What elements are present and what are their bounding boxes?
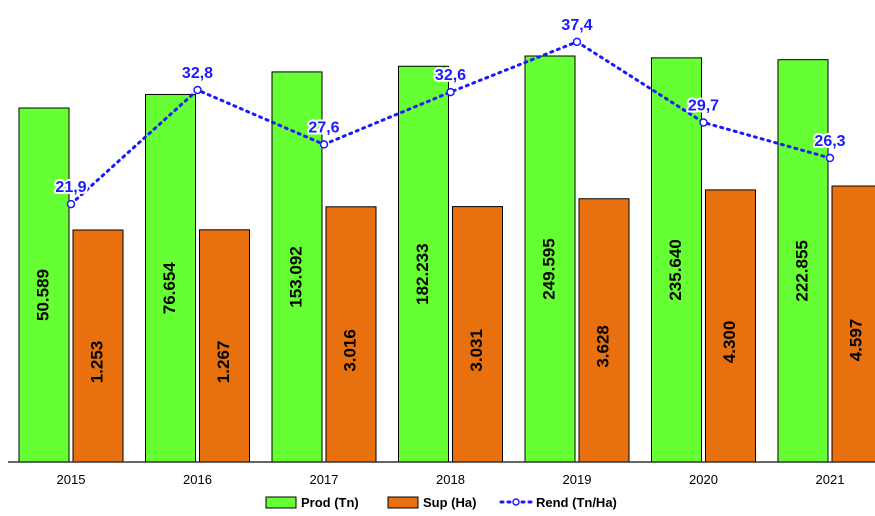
rend-point-2015 — [66, 199, 76, 209]
bar-prod-2015 — [18, 107, 70, 463]
x-tick-2019: 2019 — [563, 472, 592, 487]
rend-label-halo-2019: 37,4 — [561, 17, 592, 34]
legend-swatch-sup — [387, 496, 419, 509]
bar-sup-2016 — [199, 229, 250, 463]
legend-marker-rend — [512, 498, 520, 506]
x-tick-2015: 2015 — [57, 472, 86, 487]
x-tick-2018: 2018 — [436, 472, 465, 487]
rend-label-halo-2021: 26,3 — [814, 133, 845, 150]
bar-label-prod-2019: 249.595 — [539, 238, 558, 299]
bar-label-sup-2019: 3.628 — [593, 325, 612, 368]
rend-point-2018 — [446, 87, 455, 97]
rend-point-2020 — [699, 118, 708, 127]
bar-label-sup-2015: 1.253 — [87, 341, 106, 384]
bar-label-prod-2018: 182.233 — [413, 243, 432, 304]
bar-label-prod-2017: 153.092 — [286, 246, 305, 307]
rend-label-halo-2017: 27,6 — [308, 119, 339, 136]
rend-label-2019: 37,4 — [561, 17, 592, 34]
bar-prod-2016 — [145, 93, 196, 463]
x-tick-2020: 2020 — [689, 472, 718, 487]
x-tick-2021: 2021 — [816, 472, 845, 487]
rend-label-2016: 32,8 — [182, 65, 213, 82]
bar-label-prod-2015: 50.589 — [33, 269, 52, 321]
rend-label-2015: 21,9 — [55, 179, 86, 196]
rend-point-2016 — [193, 85, 202, 95]
legend-label-sup: Sup (Ha) — [423, 495, 476, 510]
bar-prod-2020 — [651, 57, 702, 463]
x-tick-2017: 2017 — [310, 472, 339, 487]
rend-label-2021: 26,3 — [814, 133, 845, 150]
rend-label-halo-2015: 21,9 — [55, 179, 86, 196]
bar-label-sup-2018: 3.031 — [467, 329, 486, 372]
rend-label-2018: 32,6 — [435, 67, 466, 84]
rend-label-halo-2020: 29,7 — [688, 97, 719, 114]
bar-label-prod-2020: 235.640 — [666, 239, 685, 300]
bar-sup-2015 — [72, 229, 124, 463]
rend-label-halo-2018: 32,6 — [435, 67, 466, 84]
rend-point-2021 — [825, 153, 835, 163]
rend-point-2017 — [319, 140, 329, 149]
rend-label-halo-2016: 32,8 — [182, 65, 213, 82]
bar-prod-2017 — [271, 71, 323, 463]
bar-label-sup-2021: 4.597 — [846, 319, 865, 362]
bar-label-sup-2017: 3.016 — [340, 329, 359, 372]
x-tick-2016: 2016 — [183, 472, 212, 487]
rend-line-layer: 21,921,932,832,827,627,632,632,637,437,4… — [53, 15, 848, 209]
bar-label-sup-2020: 4.300 — [720, 321, 739, 364]
legend: Prod (Tn) Sup (Ha) Rend (Tn/Ha) — [265, 495, 617, 510]
bar-prod-2021 — [777, 59, 829, 463]
legend-swatch-prod — [265, 496, 297, 509]
rend-point-2019 — [572, 37, 582, 47]
x-tick-labels: 2015 2016 2017 2018 2019 2020 2021 — [57, 472, 845, 487]
bar-sup-2020 — [705, 189, 756, 463]
rend-label-2017: 27,6 — [308, 119, 339, 136]
bar-sup-2019 — [578, 198, 630, 463]
bar-sup-2018 — [452, 206, 503, 463]
bar-label-prod-2021: 222.855 — [792, 240, 811, 301]
bar-label-prod-2016: 76.654 — [160, 262, 179, 315]
bar-sup-2017 — [325, 206, 377, 463]
rend-label-2020: 29,7 — [688, 97, 719, 114]
bars-layer: 50.589 1.253 76.654 1.267 153.092 3.016 182.23… — [18, 55, 875, 463]
legend-label-prod: Prod (Tn) — [301, 495, 359, 510]
bar-label-sup-2016: 1.267 — [214, 341, 233, 384]
legend-label-rend: Rend (Tn/Ha) — [536, 495, 617, 510]
